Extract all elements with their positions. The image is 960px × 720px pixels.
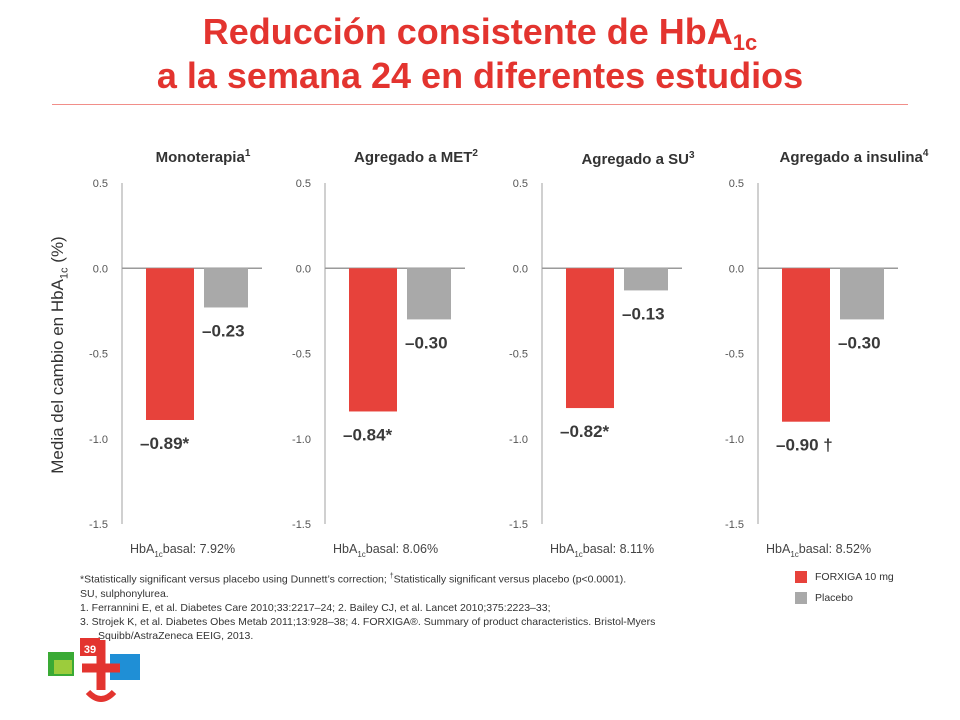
panel-title-3: Agregado a SU3 [581,150,695,168]
y-tick-label: -1.5 [509,519,528,531]
placebo-bar-2 [407,268,451,320]
forxiga-bar-3 [566,268,614,409]
y-tick-label: 0.0 [729,263,744,275]
baseline-caption-2: HbA1cbasal: 8.06% [333,542,438,559]
legend-item-forxiga: FORXIGA 10 mg [795,568,894,586]
baseline-caption-4: HbA1cbasal: 8.52% [766,542,871,559]
placebo-value-label-4: –0.30 [838,333,881,352]
placebo-value-label-2: –0.30 [405,333,448,352]
placebo-bar-4 [840,268,884,320]
y-tick-label: 0.0 [296,263,311,275]
page-number: 39 [84,644,96,656]
y-tick-label: -1.0 [89,434,108,446]
y-tick-label: -1.5 [89,519,108,531]
y-tick-label: -1.0 [292,434,311,446]
placebo-value-label-1: –0.23 [202,321,245,340]
footnote-ref-1: 1. Ferrannini E, et al. Diabetes Care 20… [80,601,551,614]
legend-swatch-forxiga [795,571,807,583]
y-tick-label: -1.5 [292,519,311,531]
y-tick-label: -1.5 [725,519,744,531]
y-tick-label: 0.5 [729,178,744,190]
y-tick-label: -0.5 [509,349,528,361]
legend-item-placebo: Placebo [795,589,894,607]
y-tick-label: -0.5 [725,349,744,361]
panel-title-4: Agregado a insulina4 [780,148,929,166]
forxiga-value-label-1: –0.89* [140,434,190,453]
y-tick-label: 0.0 [93,263,108,275]
forxiga-bar-4 [782,268,830,422]
y-tick-label: -0.5 [89,349,108,361]
y-tick-label: -0.5 [292,349,311,361]
y-tick-label: 0.5 [93,178,108,190]
forxiga-bar-1 [146,268,194,420]
company-logo: 39 [48,638,140,702]
forxiga-bar-2 [349,268,397,412]
panel-title-2: Agregado a MET2 [354,148,478,166]
footnote-ref-3: 3. Strojek K, et al. Diabetes Obes Metab… [80,615,656,628]
baseline-caption-1: HbA1cbasal: 7.92% [130,542,235,559]
footnote-ref-3b: Squibb/AstraZeneca EEIG, 2013. [98,629,254,642]
legend-swatch-placebo [795,592,807,604]
slide-title: Reducción consistente de HbA1c a la sema… [0,10,960,98]
forxiga-value-label-4: –0.90 † [776,436,833,455]
y-tick-label: 0.5 [296,178,311,190]
forxiga-value-label-2: –0.84* [343,425,393,444]
forxiga-value-label-3: –0.82* [560,422,610,441]
y-tick-label: 0.0 [513,263,528,275]
y-tick-label: -1.0 [509,434,528,446]
title-divider [52,104,908,105]
title-line-1: Reducción consistente de HbA1c [202,11,758,55]
panel-title-1: Monoterapia1 [156,148,251,166]
y-tick-label: -1.0 [725,434,744,446]
placebo-bar-1 [204,268,248,308]
legend: FORXIGA 10 mg Placebo [795,568,894,610]
title-line-2: a la semana 24 en diferentes estudios [156,55,804,96]
footnote-su: SU, sulphonylurea. [80,587,169,600]
placebo-bar-3 [624,268,668,291]
baseline-caption-3: HbA1cbasal: 8.11% [550,542,654,559]
y-tick-label: 0.5 [513,178,528,190]
placebo-value-label-3: –0.13 [622,304,665,323]
footnotes: *Statistically significant versus placeb… [80,570,780,643]
footnote-stats: *Statistically significant versus placeb… [80,573,627,586]
